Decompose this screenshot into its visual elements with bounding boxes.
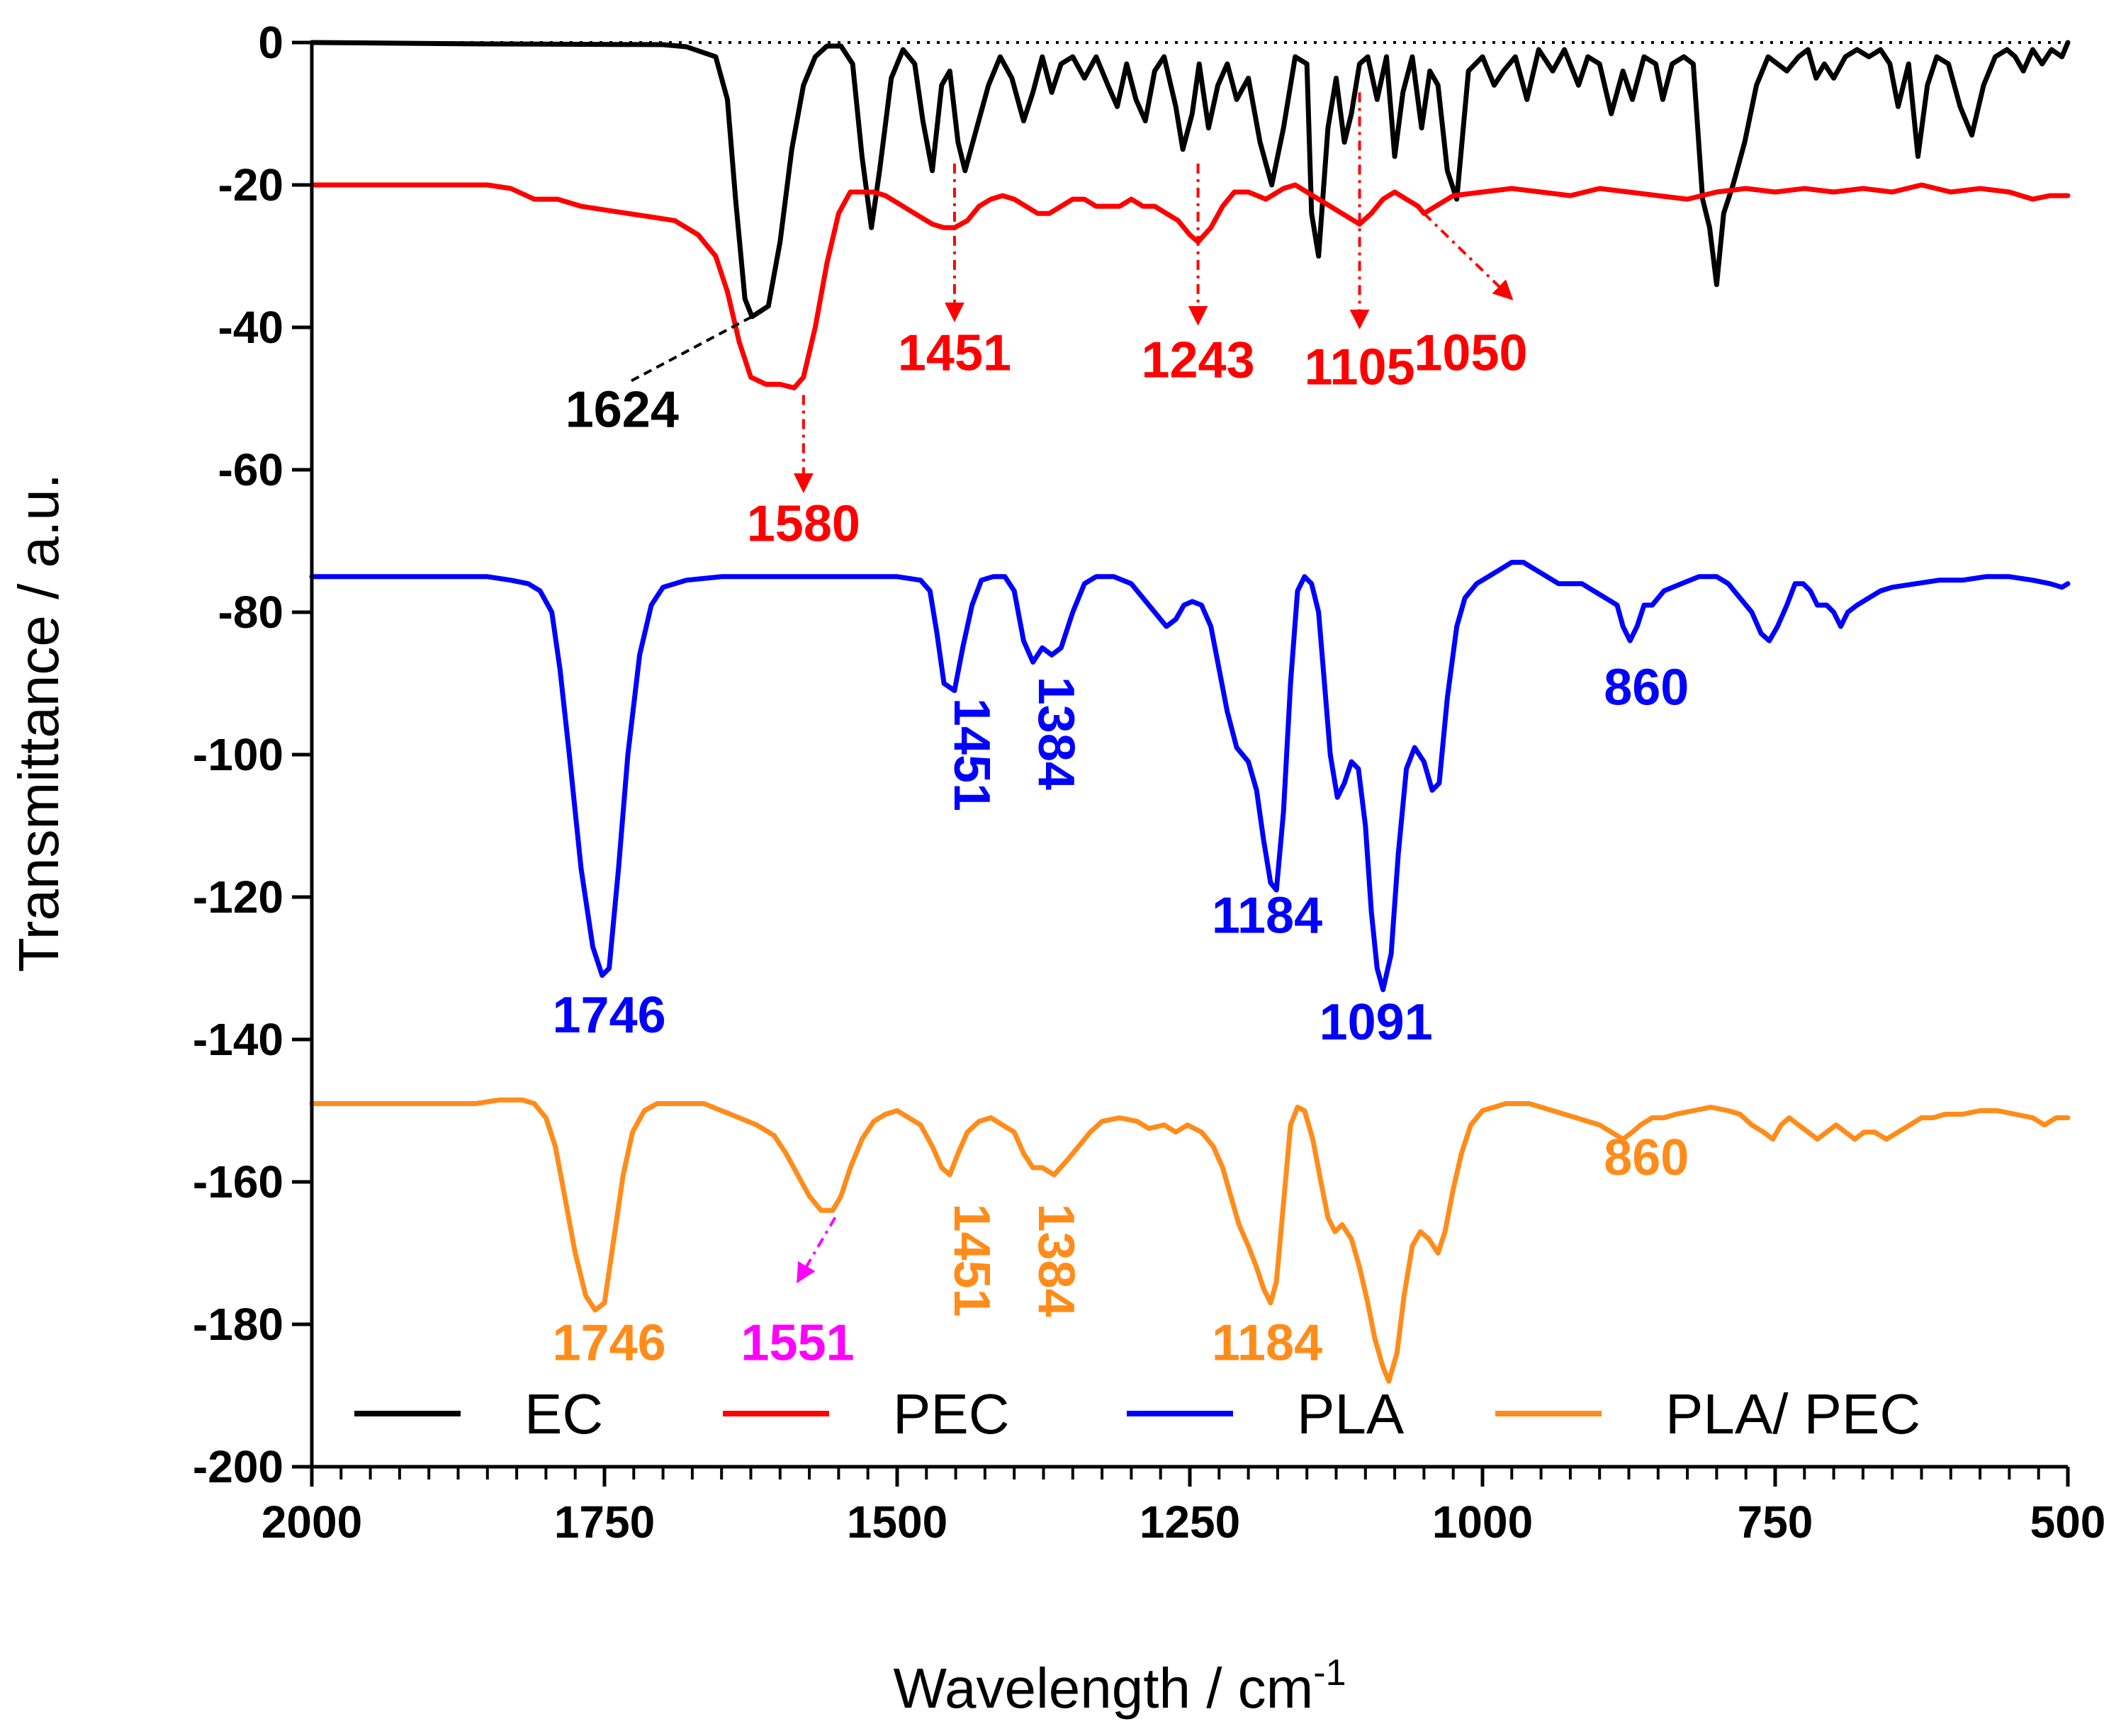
peak-label-1184: 1184 bbox=[1212, 1314, 1322, 1371]
plot-area bbox=[309, 40, 2071, 1384]
peak-label-1746: 1746 bbox=[553, 987, 666, 1044]
peak-label-1451: 1451 bbox=[898, 325, 1011, 381]
peak-label-1243: 1243 bbox=[1141, 332, 1254, 388]
legend-label: PEC bbox=[893, 1382, 1010, 1445]
x-tick-label: 2000 bbox=[261, 1497, 362, 1548]
peak-label-1451: 1451 bbox=[943, 1203, 1000, 1317]
peak-label-1105: 1105 bbox=[1304, 339, 1414, 395]
legend-label: EC bbox=[524, 1382, 603, 1445]
peak-label-860: 860 bbox=[1604, 660, 1689, 716]
x-tick-label: 1250 bbox=[1140, 1497, 1240, 1548]
y-tick-label: -100 bbox=[193, 729, 283, 780]
y-tick-label: -40 bbox=[218, 302, 284, 353]
x-tick-label: 750 bbox=[1738, 1497, 1813, 1548]
peak-label-1551: 1551 bbox=[741, 1314, 854, 1371]
peak-label-1184: 1184 bbox=[1212, 887, 1322, 944]
axes: 0 -20 -40 -60 -80 -100 -120 -140 -160 -180 -200200… bbox=[193, 17, 2105, 1548]
y-tick-label: -200 bbox=[193, 1441, 283, 1492]
y-tick-label: -20 bbox=[218, 159, 284, 210]
x-tick-label: 1500 bbox=[847, 1497, 947, 1548]
y-tick-label: -140 bbox=[193, 1014, 283, 1065]
peak-label-1746: 1746 bbox=[553, 1314, 666, 1371]
series-line-pla-pec bbox=[309, 1097, 2071, 1384]
peak-label-1384: 1384 bbox=[1028, 677, 1084, 790]
peak-label-1580: 1580 bbox=[747, 496, 860, 553]
x-axis-title-text: Wavelength / cm bbox=[893, 1657, 1313, 1720]
series-line-ec bbox=[309, 40, 2071, 320]
peak-label-1091: 1091 bbox=[1320, 994, 1433, 1051]
y-axis-title: Transmittance / a.u. bbox=[7, 473, 70, 972]
peak-label-1050: 1050 bbox=[1414, 325, 1527, 381]
legend: EC PEC PLA PLA/ PEC bbox=[354, 1382, 1920, 1445]
annotation-arrow bbox=[631, 315, 753, 383]
peak-label-1384: 1384 bbox=[1028, 1203, 1084, 1317]
annotation-arrow bbox=[1423, 212, 1514, 300]
series-line-pla bbox=[309, 560, 2071, 993]
peak-label-1624: 1624 bbox=[566, 382, 679, 439]
legend-label: PLA bbox=[1297, 1382, 1405, 1445]
y-tick-label: -160 bbox=[193, 1156, 283, 1207]
legend-label: PLA/ PEC bbox=[1665, 1382, 1920, 1445]
y-tick-label: -60 bbox=[218, 444, 284, 495]
y-tick-label: -120 bbox=[193, 872, 283, 923]
x-tick-label: 1750 bbox=[554, 1497, 655, 1548]
y-tick-label: -180 bbox=[193, 1299, 283, 1350]
annotation-arrow bbox=[796, 1217, 837, 1284]
peak-label-1451: 1451 bbox=[943, 698, 1000, 811]
x-tick-label: 500 bbox=[2030, 1497, 2106, 1548]
y-tick-label: 0 bbox=[258, 17, 283, 68]
peak-label-860: 860 bbox=[1604, 1129, 1689, 1186]
y-tick-label: -80 bbox=[218, 587, 284, 638]
series-line-pec bbox=[309, 182, 2071, 390]
x-axis-title-superscript: -1 bbox=[1313, 1652, 1346, 1693]
x-axis-title: Wavelength / cm-1 bbox=[893, 1652, 1346, 1720]
x-tick-label: 1000 bbox=[1432, 1497, 1533, 1548]
